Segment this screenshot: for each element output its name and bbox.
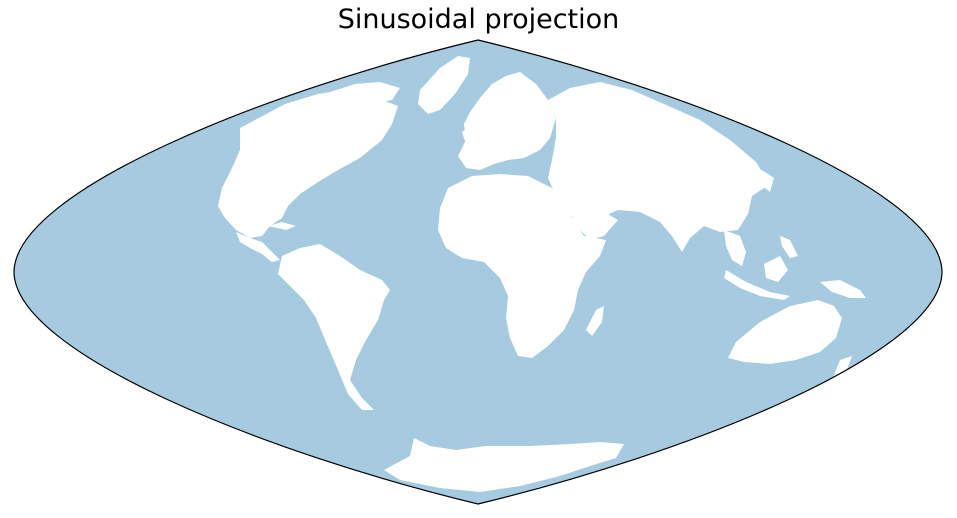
landmass-japan xyxy=(760,170,774,192)
map-outline xyxy=(13,39,943,505)
landmass-sumatra-java xyxy=(724,270,790,300)
map-title: Sinusoidal projection xyxy=(337,4,620,35)
landmass-asia xyxy=(548,82,770,252)
landmass-new-guinea xyxy=(820,280,866,298)
landmass-indochina xyxy=(724,230,746,266)
landmass-philippines xyxy=(780,236,798,258)
landmass-australia xyxy=(728,300,842,364)
landmass-greenland xyxy=(418,56,470,114)
landmass-antarctica xyxy=(384,438,624,492)
landmass-north-america xyxy=(218,90,398,238)
landmass-madagascar xyxy=(586,306,604,336)
landmass-south-america xyxy=(278,244,390,410)
landmass-central-america xyxy=(236,232,280,262)
landmass-arabia xyxy=(562,196,618,240)
landmass-europe xyxy=(458,72,556,170)
land-masses xyxy=(218,56,866,492)
landmass-africa xyxy=(438,174,606,358)
landmass-borneo xyxy=(764,256,788,282)
landmass-new-zealand xyxy=(832,356,852,380)
landmass-british-isles xyxy=(462,126,474,144)
landmass-arctic-islands xyxy=(300,82,400,110)
landmass-cuba xyxy=(268,222,296,230)
